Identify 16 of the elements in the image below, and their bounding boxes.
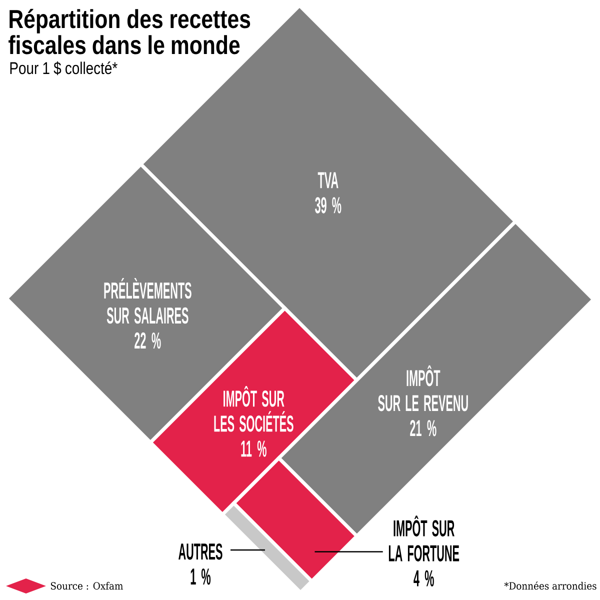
category-label: TVA [318, 172, 338, 188]
category-label: PRÉLÈVEMENTS SUR SALAIRES [104, 278, 192, 324]
data-label: 4 % [414, 570, 434, 586]
category-label: IMPÔT SUR LES SOCIÉTÉS [214, 386, 294, 432]
data-label: 22 % [134, 332, 161, 349]
category-label: AUTRES [178, 543, 222, 560]
category-label: IMPÔT SUR LA FORTUNE [388, 516, 460, 562]
category-label: IMPÔT SUR LE REVENU [378, 365, 468, 412]
data-label: 1 % [190, 568, 211, 585]
data-label: 21 % [410, 420, 436, 436]
text: Répartition des recettes fiscales dans le monde [8, 8, 250, 54]
text: *Données arrondies [504, 582, 596, 590]
data-label: 39 % [315, 197, 342, 214]
data-label: 11 % [241, 440, 266, 457]
text: Pour 1 $ collecté* [10, 61, 118, 76]
source-note: Source : Oxfam [50, 582, 123, 590]
